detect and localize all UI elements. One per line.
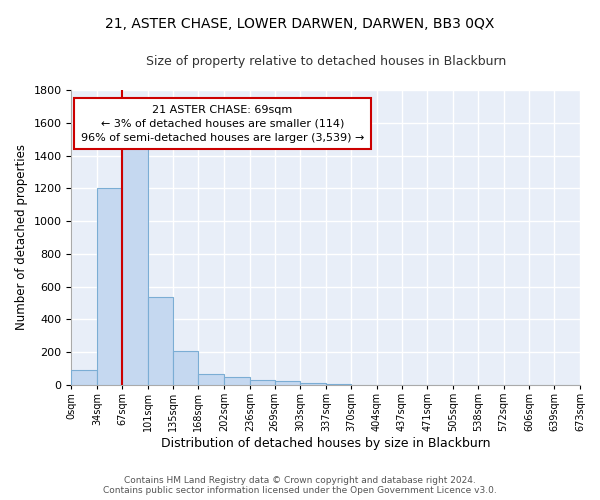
- Y-axis label: Number of detached properties: Number of detached properties: [15, 144, 28, 330]
- Bar: [224, 377, 250, 385]
- Bar: [326, 384, 351, 385]
- Bar: [301, 383, 326, 385]
- Bar: [148, 296, 173, 385]
- Bar: [275, 382, 301, 385]
- Bar: [173, 352, 199, 385]
- Bar: [250, 380, 275, 385]
- Bar: [122, 146, 148, 385]
- Bar: [97, 188, 122, 385]
- Text: 21, ASTER CHASE, LOWER DARWEN, DARWEN, BB3 0QX: 21, ASTER CHASE, LOWER DARWEN, DARWEN, B…: [106, 18, 494, 32]
- Text: 21 ASTER CHASE: 69sqm
← 3% of detached houses are smaller (114)
96% of semi-deta: 21 ASTER CHASE: 69sqm ← 3% of detached h…: [81, 105, 364, 143]
- Text: Contains HM Land Registry data © Crown copyright and database right 2024.
Contai: Contains HM Land Registry data © Crown c…: [103, 476, 497, 495]
- Title: Size of property relative to detached houses in Blackburn: Size of property relative to detached ho…: [146, 55, 506, 68]
- X-axis label: Distribution of detached houses by size in Blackburn: Distribution of detached houses by size …: [161, 437, 490, 450]
- Bar: [71, 370, 97, 385]
- Bar: [199, 374, 224, 385]
